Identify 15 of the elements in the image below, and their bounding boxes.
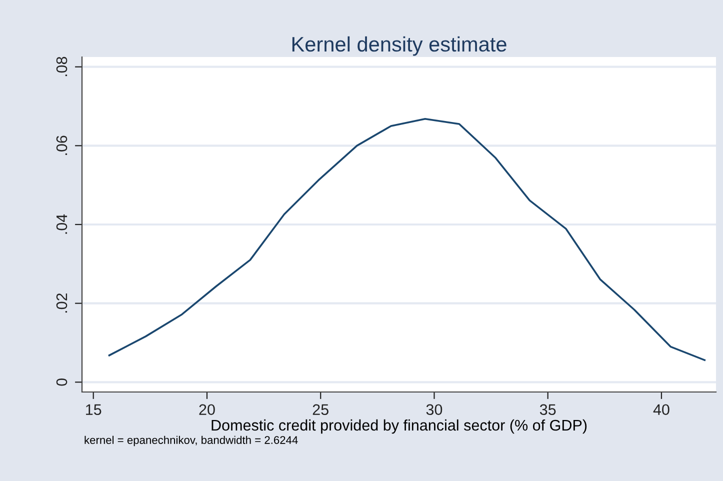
x-axis-title: Domestic credit provided by financial sector (% of GDP): [212, 419, 587, 434]
line-series: [108, 118, 706, 361]
x-tick-label: 35: [540, 404, 556, 416]
chart-title: Kernel density estimate: [292, 36, 506, 56]
x-tick-label: 30: [426, 404, 442, 416]
text: kernel = epanechnikov, bandwidth = 2.6244: [84, 436, 298, 446]
y-tick-label: .06: [56, 136, 68, 155]
x-tick-label: 20: [199, 404, 215, 416]
x-tick-label: 25: [312, 404, 328, 416]
x-tick-label: 40: [653, 404, 670, 416]
y-tick-label: 0: [56, 378, 68, 386]
y-tick-label: .02: [56, 293, 68, 313]
x-tick-label: 15: [86, 404, 102, 416]
y-tick-label: .04: [56, 214, 68, 234]
y-tick-label: .08: [56, 56, 68, 76]
